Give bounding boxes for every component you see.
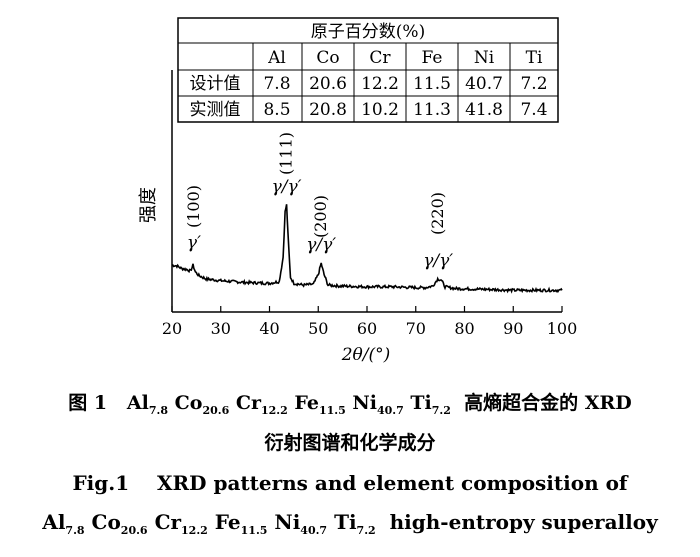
alloy-element: Fe bbox=[294, 392, 319, 414]
xrd-curve bbox=[171, 204, 563, 294]
y-axis-label: 强度 bbox=[138, 187, 159, 223]
caption-zh-line2: 衍射图谱和化学成分 bbox=[0, 428, 700, 455]
x-tick-label: 100 bbox=[547, 319, 578, 338]
x-tick-label: 50 bbox=[308, 319, 328, 338]
alloy-element: Ni bbox=[352, 392, 377, 414]
peak-hkl-label: (220) bbox=[428, 192, 447, 235]
col-header-co: Co bbox=[316, 48, 339, 68]
row-label-measured: 实测值 bbox=[190, 100, 241, 120]
caption-zh-text1: 高熵超合金的 XRD bbox=[464, 392, 632, 414]
alloy-subscript: 12.2 bbox=[181, 524, 208, 537]
caption-en-text1: XRD patterns and element composition of bbox=[157, 471, 628, 495]
alloy-element: Fe bbox=[214, 510, 241, 534]
cell-design-fe: 11.5 bbox=[413, 74, 451, 94]
alloy-subscript: 11.5 bbox=[240, 524, 268, 537]
alloy-subscript: 11.5 bbox=[318, 403, 346, 417]
x-tick-label: 30 bbox=[211, 319, 231, 338]
peak-labels: (100)γ′(111)γ/γ′(200)γ/γ′(220)γ/γ′ bbox=[184, 132, 453, 271]
cell-measured-al: 8.5 bbox=[263, 100, 290, 120]
peak-hkl-label: (200) bbox=[311, 195, 330, 238]
alloy-subscript: 20.6 bbox=[120, 524, 148, 537]
caption-en-alloy-formula: Al7.8 Co20.6 Cr12.2 Fe11.5 Ni40.7 Ti7.2 bbox=[42, 510, 382, 537]
cell-design-cr: 12.2 bbox=[361, 74, 399, 94]
x-tick-label: 80 bbox=[454, 319, 474, 338]
peak-phase-label: γ/γ′ bbox=[306, 235, 336, 255]
col-header-fe: Fe bbox=[422, 48, 443, 68]
alloy-element: Ti bbox=[410, 392, 432, 414]
x-ticks: 20 30 40 50 60 70 80 90 100 bbox=[162, 306, 577, 338]
x-tick-label: 90 bbox=[503, 319, 523, 338]
x-axis-label: 2θ/(°) bbox=[341, 345, 391, 365]
x-tick-label: 60 bbox=[357, 319, 377, 338]
table-title: 原子百分数(%) bbox=[311, 22, 425, 42]
alloy-element: Cr bbox=[154, 510, 182, 534]
cell-measured-ti: 7.4 bbox=[520, 100, 547, 120]
alloy-element: Co bbox=[174, 392, 203, 414]
alloy-element: Al bbox=[42, 510, 66, 534]
caption-en-line2: Al7.8 Co20.6 Cr12.2 Fe11.5 Ni40.7 Ti7.2 … bbox=[0, 510, 700, 537]
alloy-subscript: 40.7 bbox=[376, 403, 404, 417]
alloy-subscript: 7.2 bbox=[431, 403, 451, 417]
row-label-design: 设计值 bbox=[190, 74, 241, 94]
peak-hkl-label: (111) bbox=[277, 132, 296, 175]
peak-hkl-label: (100) bbox=[184, 185, 203, 228]
cell-measured-ni: 41.8 bbox=[465, 100, 503, 120]
caption-en-line1: Fig.1 XRD patterns and element compositi… bbox=[0, 471, 700, 495]
caption-en-text2: high-entropy superalloy bbox=[389, 510, 658, 534]
peak-phase-label: γ/γ′ bbox=[272, 177, 302, 197]
peak-phase-label: γ′ bbox=[187, 233, 201, 253]
x-tick-label: 40 bbox=[259, 319, 279, 338]
xrd-figure: 原子百分数(%) Al Co Cr Fe Ni Ti 设计值 7.8 20.6 … bbox=[138, 17, 577, 365]
cell-design-ni: 40.7 bbox=[465, 74, 503, 94]
alloy-subscript: 20.6 bbox=[202, 403, 230, 417]
col-header-ni: Ni bbox=[474, 48, 495, 68]
composition-table: 原子百分数(%) Al Co Cr Fe Ni Ti 设计值 7.8 20.6 … bbox=[177, 17, 559, 123]
x-tick-label: 20 bbox=[162, 319, 182, 338]
alloy-element: Ti bbox=[334, 510, 357, 534]
alloy-element: Al bbox=[126, 392, 149, 414]
col-header-ti: Ti bbox=[526, 48, 543, 68]
caption-zh-text2: 衍射图谱和化学成分 bbox=[264, 432, 436, 454]
peak-phase-label: γ/γ′ bbox=[423, 251, 453, 271]
caption-zh-alloy-formula: Al7.8 Co20.6 Cr12.2 Fe11.5 Ni40.7 Ti7.2 bbox=[126, 392, 458, 417]
alloy-element: Ni bbox=[274, 510, 301, 534]
alloy-subscript: 7.2 bbox=[356, 524, 376, 537]
alloy-subscript: 7.8 bbox=[148, 403, 169, 417]
cell-measured-co: 20.8 bbox=[309, 100, 347, 120]
caption-zh-line1: 图 1 Al7.8 Co20.6 Cr12.2 Fe11.5 Ni40.7 Ti… bbox=[0, 388, 700, 417]
alloy-element: Cr bbox=[235, 392, 261, 414]
alloy-subscript: 40.7 bbox=[300, 524, 328, 537]
cell-measured-cr: 10.2 bbox=[361, 100, 399, 120]
col-header-cr: Cr bbox=[369, 48, 391, 68]
alloy-subscript: 7.8 bbox=[65, 524, 85, 537]
cell-design-co: 20.6 bbox=[309, 74, 347, 94]
caption-en-figure-number: Fig.1 bbox=[72, 471, 130, 495]
alloy-subscript: 12.2 bbox=[261, 403, 288, 417]
cell-design-ti: 7.2 bbox=[520, 74, 547, 94]
col-header-al: Al bbox=[267, 48, 286, 68]
caption-zh-figure-number: 图 1 bbox=[68, 392, 108, 414]
cell-measured-fe: 11.3 bbox=[413, 100, 451, 120]
cell-design-al: 7.8 bbox=[263, 74, 290, 94]
x-tick-label: 70 bbox=[406, 319, 426, 338]
alloy-element: Co bbox=[91, 510, 121, 534]
